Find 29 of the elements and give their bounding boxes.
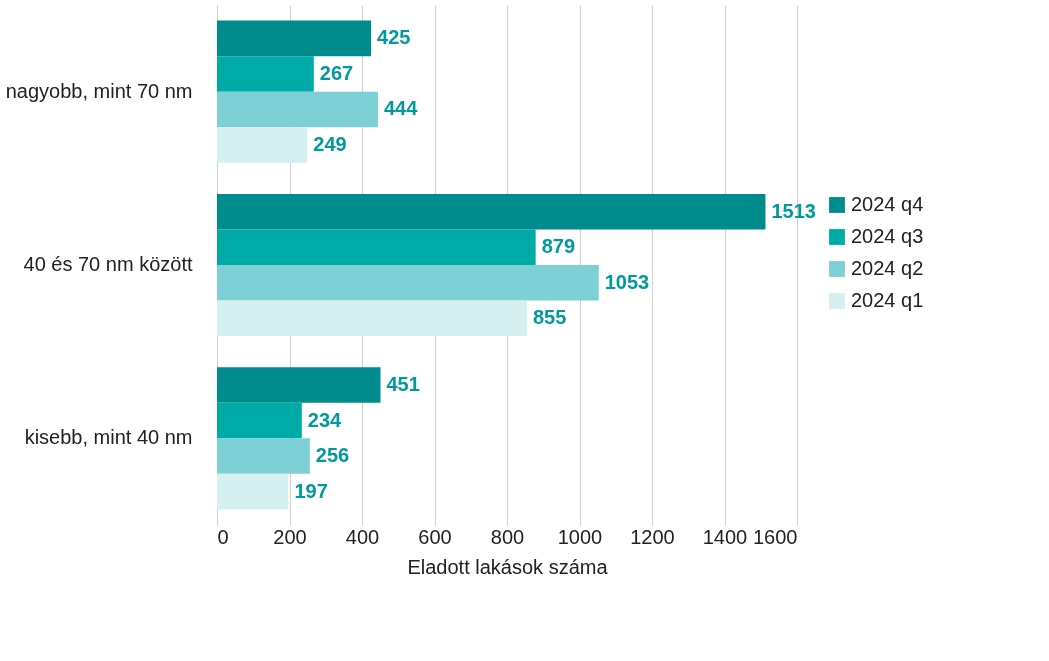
legend-label: 2024 q2	[851, 257, 924, 279]
y-tick-label: 40 és 70 nm között	[23, 253, 193, 275]
x-tick-label: 0	[217, 525, 229, 548]
x-tick-label: 1600	[753, 525, 798, 548]
legend-label: 2024 q1	[851, 289, 924, 311]
data-label: 425	[377, 26, 411, 49]
data-label: 256	[315, 444, 350, 467]
data-label: 267	[319, 61, 354, 84]
x-tick-label: 1000	[557, 525, 603, 548]
x-tick-label: 200	[273, 525, 307, 548]
data-label: 249	[313, 132, 347, 155]
data-label: 444	[383, 97, 419, 120]
x-tick-label: 1200	[630, 525, 675, 548]
x-tick-label: 600	[418, 525, 452, 548]
x-tick-label: 800	[490, 525, 525, 548]
x-axis-title: Eladott lakások száma	[407, 555, 609, 578]
data-label: 1513	[771, 199, 816, 222]
data-label: 1053	[604, 270, 650, 293]
data-label: 451	[386, 373, 420, 396]
x-tick-label: 1400	[702, 525, 748, 548]
data-label: 197	[294, 479, 328, 502]
data-label: 855	[532, 306, 567, 329]
x-tick-label: 400	[345, 525, 380, 548]
y-tick-label: kisebb, mint 40 nm	[24, 426, 193, 449]
y-tick-label: nagyobb, mint 70 nm	[5, 79, 193, 102]
data-label: 879	[541, 235, 576, 258]
legend-label: 2024 q4	[851, 193, 924, 215]
legend-label: 2024 q3	[851, 225, 924, 247]
data-label: 234	[307, 408, 343, 431]
